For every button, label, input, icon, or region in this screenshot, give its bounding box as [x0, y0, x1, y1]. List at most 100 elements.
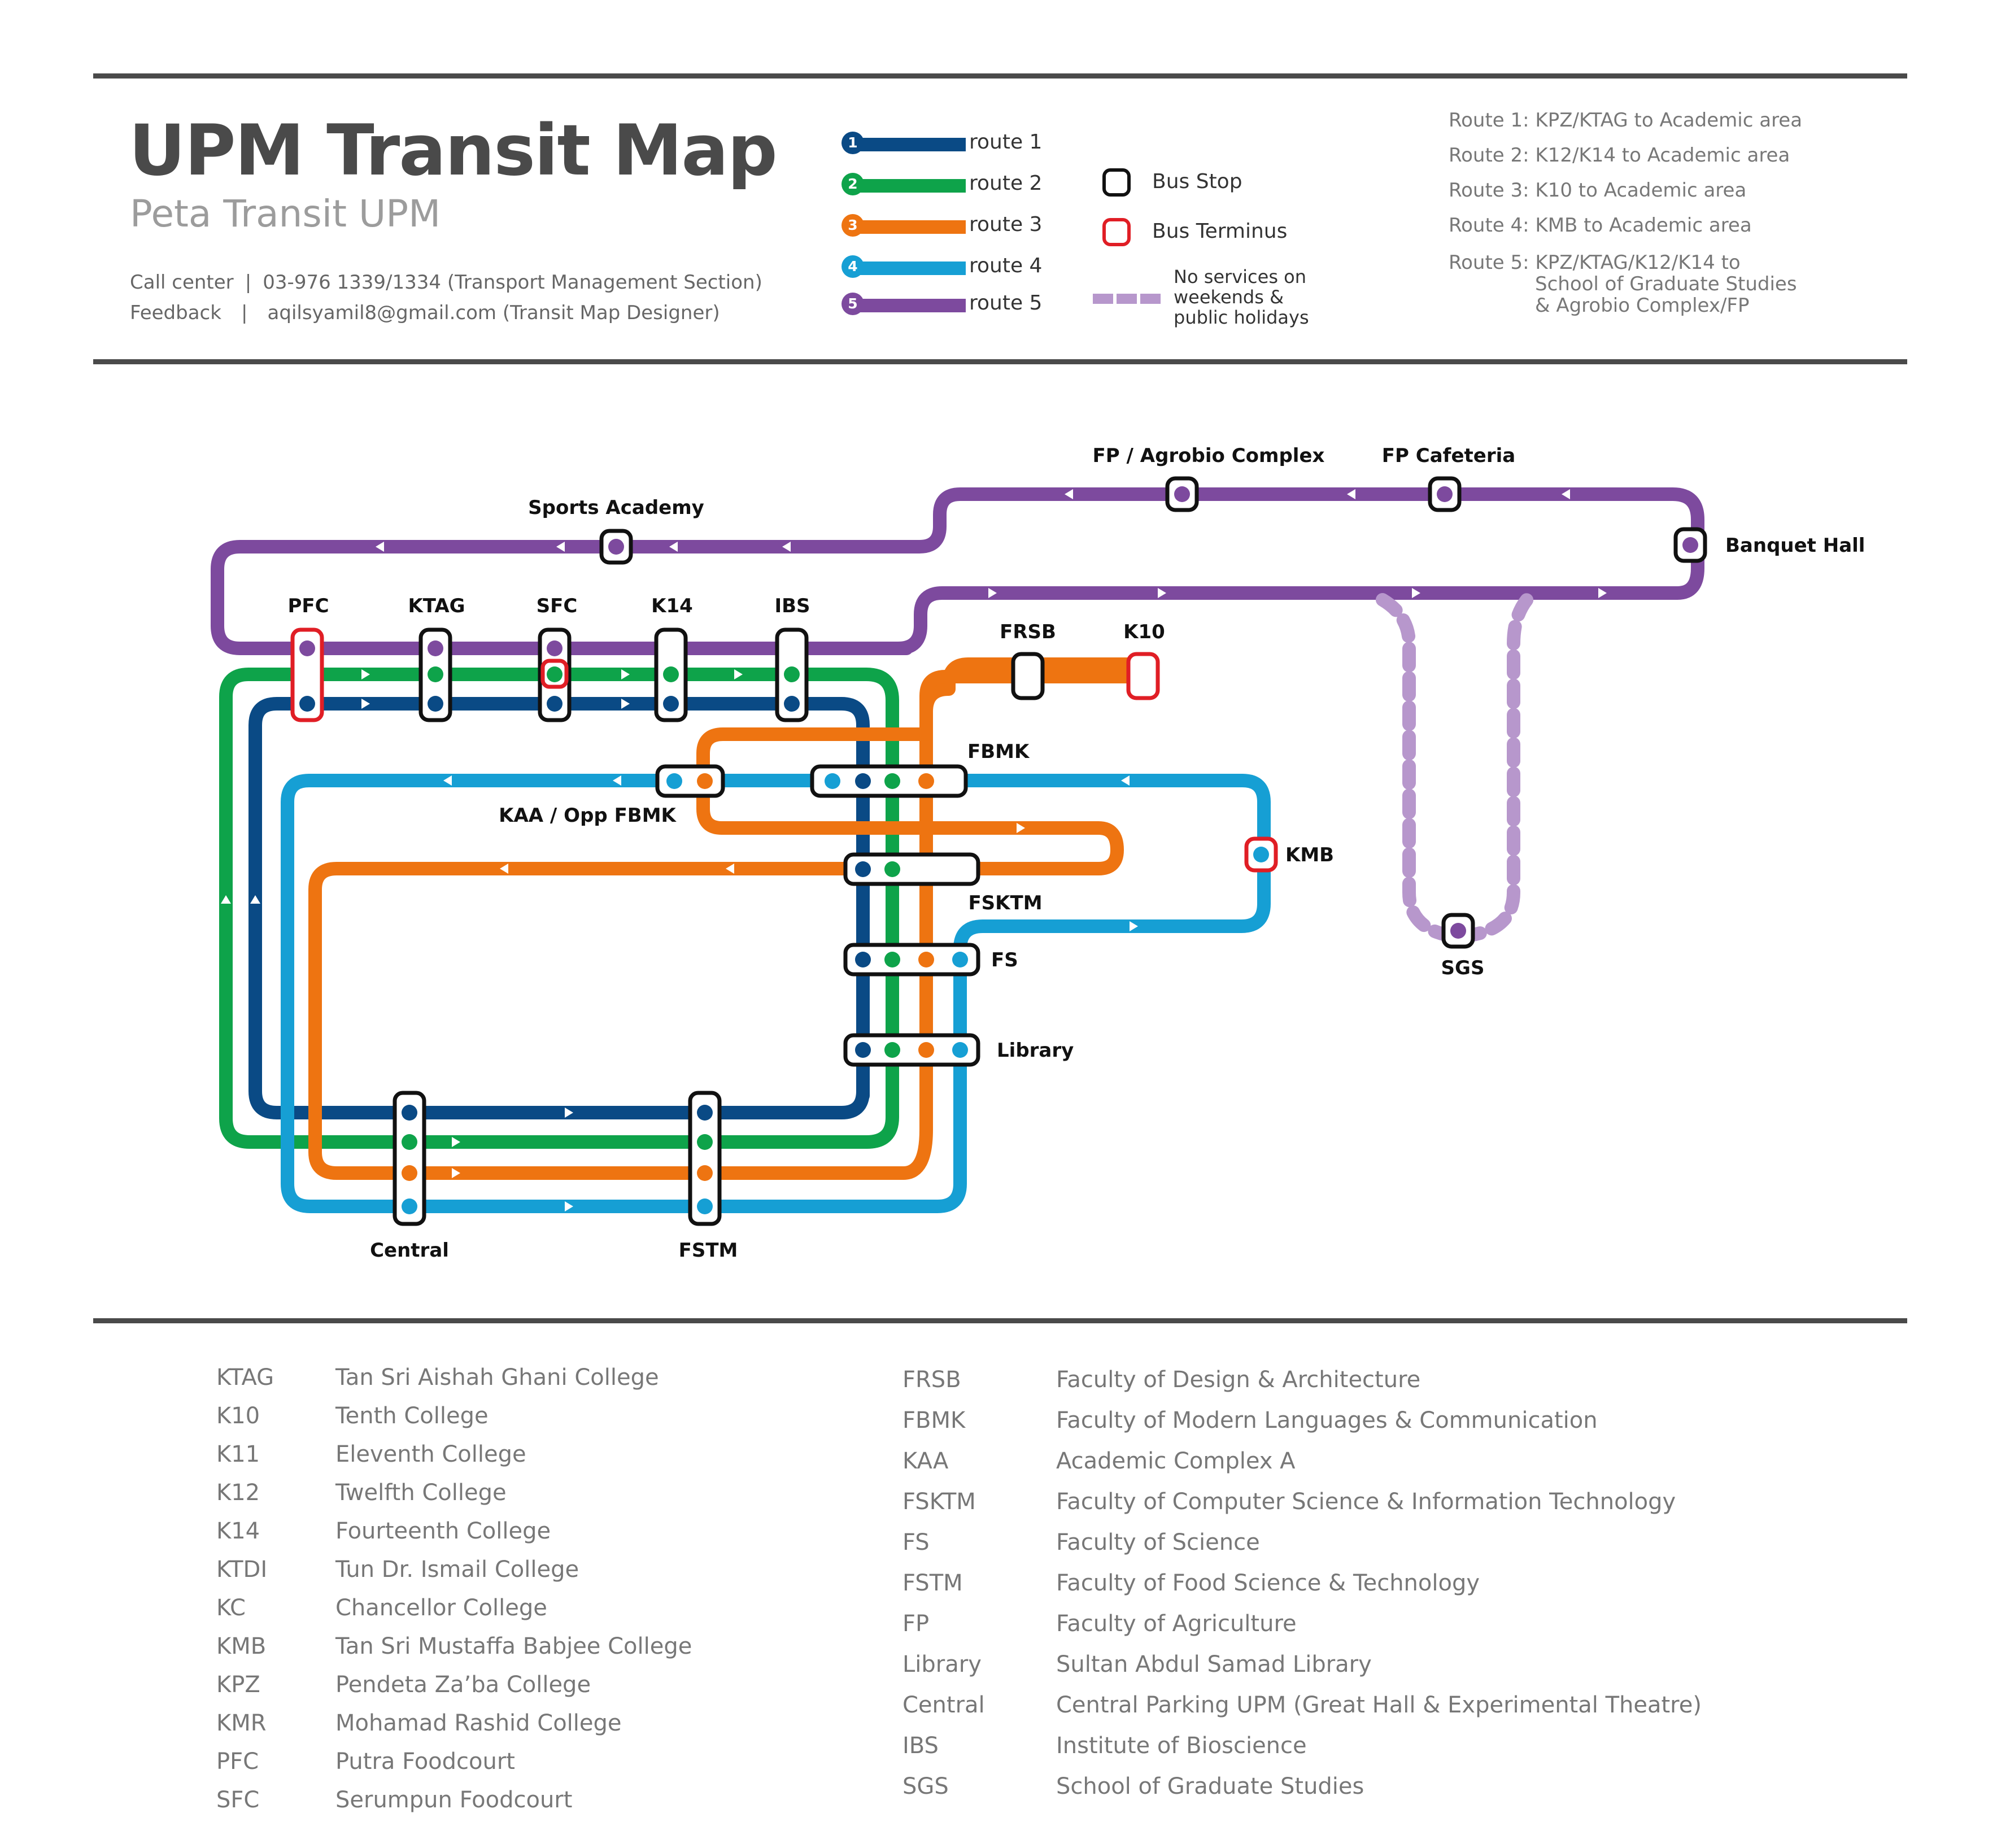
glossary-abbr: PFC [216, 1749, 259, 1775]
route-3-loop [308, 727, 1124, 1180]
route-1-badge: 1 [841, 132, 864, 154]
direction-arrow [782, 542, 791, 552]
direction-arrow [988, 588, 997, 598]
route-5-description: Route 5: KPZ/KTAG/K12/K14 to [1449, 251, 1741, 274]
station-dot-route-1 [855, 952, 871, 967]
station-dot-route-1 [855, 1042, 871, 1058]
terminus-box-k10 [1126, 652, 1160, 700]
glossary-name: Faculty of Agriculture [1056, 1611, 1297, 1637]
station-dot-route-4 [1253, 847, 1269, 862]
direction-arrow [565, 1201, 573, 1211]
station-dot-route-3 [918, 952, 934, 967]
route-1-label: route 1 [969, 130, 1043, 154]
glossary-abbr: Library [902, 1651, 982, 1677]
station-dot-route-3 [918, 773, 934, 789]
station-dot-route-2 [884, 952, 900, 967]
station-label-ktag: KTAG [408, 595, 465, 617]
route-5-swatch [853, 299, 966, 312]
route-2-label: route 2 [969, 172, 1043, 195]
route-1-line [248, 697, 870, 1119]
header-bottom-rule [93, 359, 1907, 364]
glossary-abbr: FBMK [902, 1407, 966, 1433]
glossary-name: Faculty of Food Science & Technology [1056, 1570, 1480, 1596]
no-service-dashed-symbol [1093, 294, 1161, 304]
direction-arrow [361, 699, 370, 709]
call-center-value: 03-976 1339/1334 (Transport Management S… [263, 271, 762, 294]
route-1-description: Route 1: KPZ/KTAG to Academic area [1449, 109, 1803, 132]
station-label-ibs: IBS [774, 595, 810, 617]
direction-arrow [221, 895, 231, 904]
station-dot-route-4 [952, 952, 968, 967]
direction-arrow [1130, 921, 1138, 931]
glossary-name: Faculty of Computer Science & Informatio… [1056, 1489, 1676, 1515]
station-label-kaa: KAA / Opp FBMK [499, 804, 677, 827]
no-service-line-2: weekends & [1174, 286, 1284, 308]
no-service-line-3: public holidays [1174, 307, 1309, 328]
station-dot-route-5 [1450, 923, 1466, 939]
glossary-name: Fourteenth College [335, 1518, 551, 1544]
route-2-description: Route 2: K12/K14 to Academic area [1449, 144, 1790, 167]
direction-arrow [500, 864, 508, 874]
glossary-abbr: KPZ [216, 1672, 260, 1698]
station-label-fp-cafeteria: FP Cafeteria [1382, 444, 1515, 467]
stop-box-library [843, 1033, 980, 1067]
glossary-name: Tan Sri Mustaffa Babjee College [335, 1633, 692, 1659]
direction-arrow [621, 669, 630, 679]
glossary-abbr: K11 [216, 1441, 260, 1467]
station-dot-route-4 [952, 1042, 968, 1058]
glossary-name: Faculty of Design & Architecture [1056, 1367, 1421, 1393]
bus-stop-symbol [1102, 168, 1131, 197]
glossary-abbr: K12 [216, 1480, 260, 1506]
route-2-swatch [853, 179, 966, 193]
stop-box-fsktm [843, 852, 980, 886]
direction-arrow [669, 542, 678, 552]
station-dot-route-4 [666, 773, 682, 789]
glossary-name: Central Parking UPM (Great Hall & Experi… [1056, 1692, 1702, 1718]
station-label-central: Central [370, 1239, 449, 1262]
station-dot-route-1 [299, 696, 315, 712]
glossary-abbr: KAA [902, 1448, 949, 1474]
direction-arrows [221, 489, 1607, 1211]
terminus-box-pfc [290, 627, 324, 722]
direction-arrow [556, 542, 565, 552]
station-dot-route-3 [697, 1165, 713, 1181]
direction-arrow [250, 895, 260, 904]
station-dot-route-1 [855, 773, 871, 789]
glossary-name: Tan Sri Aishah Ghani College [335, 1365, 659, 1391]
glossary-abbr: SGS [902, 1773, 949, 1799]
separator: | [241, 302, 248, 324]
direction-arrow [376, 542, 384, 552]
station-dot-route-1 [855, 861, 871, 877]
station-dot-route-2 [884, 773, 900, 789]
page-title: UPM Transit Map [129, 110, 778, 191]
glossary-name: Academic Complex A [1056, 1448, 1296, 1474]
station-label-pfc: PFC [287, 595, 329, 617]
direction-arrow [452, 1168, 460, 1178]
station-dot-route-2 [884, 861, 900, 877]
stop-box-central [393, 1091, 426, 1226]
bus-terminus-symbol [1102, 218, 1131, 246]
station-dot-route-2 [402, 1134, 417, 1150]
feedback-line: Feedback | aqilsyamil8@gmail.com (Transi… [130, 302, 720, 324]
station-label-k14: K14 [651, 595, 693, 617]
direction-arrow [361, 669, 370, 679]
direction-arrow [1121, 775, 1130, 786]
route-5-line [211, 487, 1704, 655]
route-4-description: Route 4: KMB to Academic area [1449, 214, 1752, 237]
station-dot-route-4 [697, 1198, 713, 1214]
no-service-label: No services on weekends & public holiday… [1174, 267, 1309, 328]
glossary-abbr: KTDI [216, 1557, 268, 1583]
station-dot-route-2 [884, 1042, 900, 1058]
station-dot-route-1 [784, 696, 800, 712]
direction-arrow [1065, 489, 1073, 499]
station-dot-route-5 [608, 539, 624, 555]
station-label-library: Library [997, 1039, 1074, 1062]
station-label-sgs: SGS [1441, 957, 1485, 979]
station-label-k10: K10 [1123, 621, 1165, 643]
top-rule [93, 73, 1907, 79]
feedback-value: aqilsyamil8@gmail.com (Transit Map Desig… [267, 302, 720, 324]
glossary-abbr: IBS [902, 1733, 939, 1759]
bus-terminus-label: Bus Terminus [1152, 220, 1288, 243]
station-dot-route-4 [825, 773, 840, 789]
